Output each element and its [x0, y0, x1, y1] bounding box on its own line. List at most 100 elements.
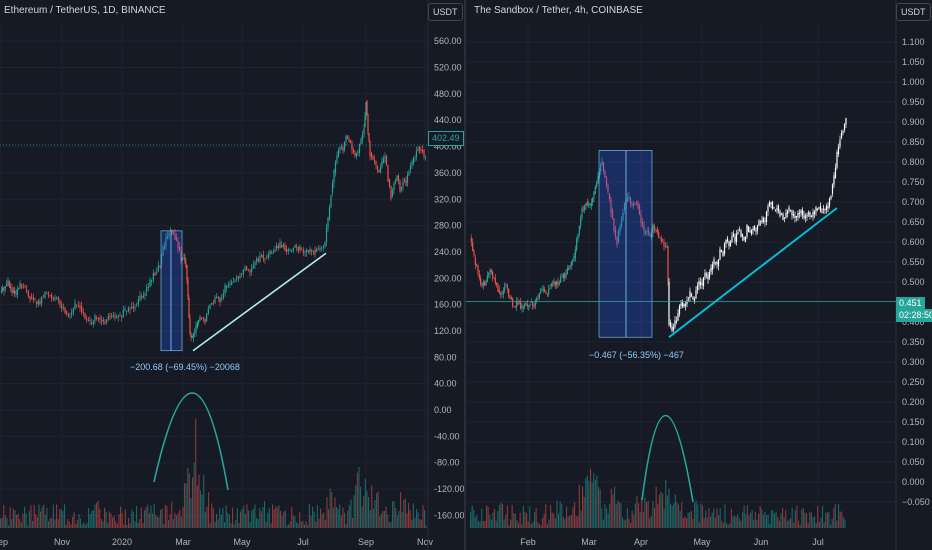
- candle-body: [201, 317, 203, 319]
- volume-bar: [798, 520, 800, 528]
- candle-body: [701, 283, 703, 285]
- candle-body: [224, 285, 226, 294]
- volume-bar: [169, 514, 171, 528]
- candle-body: [714, 262, 717, 263]
- volume-bar: [236, 507, 238, 528]
- volume-bar: [128, 518, 130, 528]
- candle-body: [214, 297, 216, 304]
- volume-bar: [376, 493, 378, 528]
- ethereum-chart[interactable]: 560.00 520.00 480.00 440.00 400.00 360.00 320.…: [0, 0, 464, 550]
- volume-bar: [823, 522, 825, 528]
- candle-body: [586, 202, 588, 206]
- volume-bar: [572, 507, 574, 528]
- candle-body: [686, 300, 688, 305]
- volume-bar: [506, 505, 508, 528]
- currency-button[interactable]: USDT: [428, 3, 463, 21]
- candle-body: [29, 296, 31, 300]
- candle-body: [525, 302, 527, 305]
- candle-body: [576, 239, 578, 250]
- volume-bar: [225, 505, 227, 528]
- volume-bar: [734, 515, 736, 528]
- measure-label: −200.68 (−69.45%) −20068: [130, 362, 240, 372]
- candle-body: [62, 307, 64, 309]
- candle-body: [750, 230, 753, 234]
- volume-bar: [131, 509, 133, 528]
- candle-body: [421, 149, 424, 151]
- candle-body: [505, 284, 507, 287]
- ethereum-chart-panel[interactable]: 560.00 520.00 480.00 440.00 400.00 360.00 320.…: [0, 0, 464, 550]
- candle-body: [196, 322, 198, 328]
- volume-bar: [321, 514, 323, 528]
- volume-bar: [185, 483, 187, 528]
- volume-bar: [834, 504, 836, 528]
- candle-body: [640, 214, 642, 224]
- sandbox-chart-panel[interactable]: 1.100 1.050 1.000 0.950 0.900 0.850 0.800 0.750…: [466, 0, 932, 550]
- x-tick-label: Mar: [581, 537, 597, 547]
- volume-bar: [638, 503, 640, 528]
- candle-body: [365, 102, 367, 116]
- sandbox-chart[interactable]: 1.100 1.050 1.000 0.950 0.900 0.850 0.800 0.750…: [466, 0, 932, 550]
- candle-body: [247, 270, 249, 271]
- candle-body: [521, 306, 523, 309]
- y-tick-label: 0.650: [902, 217, 925, 227]
- volume-bar: [594, 479, 596, 528]
- volume-bar: [9, 506, 11, 528]
- candle-body: [666, 245, 668, 247]
- candle-body: [159, 265, 161, 267]
- volume-bar: [17, 513, 19, 528]
- volume-bar: [670, 503, 672, 528]
- candle-body: [741, 234, 744, 238]
- volume-bar: [52, 504, 54, 528]
- volume-bar: [732, 516, 734, 528]
- candle-body: [613, 218, 615, 232]
- y-tick-label: 0.550: [902, 257, 925, 267]
- candle-body: [334, 162, 337, 173]
- candle-body: [725, 239, 727, 244]
- candle-body: [720, 250, 723, 252]
- candle-body: [330, 195, 332, 208]
- candle-body: [202, 318, 204, 319]
- volume-bar: [198, 474, 200, 528]
- volume-bar: [490, 519, 492, 528]
- candle-body: [343, 141, 346, 150]
- volume-bar: [622, 517, 624, 528]
- volume-bar: [562, 517, 564, 528]
- volume-bar: [535, 507, 537, 528]
- volume-bar: [636, 495, 638, 528]
- currency-button[interactable]: USDT: [896, 3, 931, 21]
- volume-bar: [522, 505, 524, 528]
- volume-bar: [123, 524, 125, 528]
- volume-bar: [326, 497, 328, 528]
- volume-bar: [564, 518, 566, 528]
- x-tick-label: Feb: [520, 537, 536, 547]
- volume-bar: [408, 502, 410, 528]
- volume-bar: [150, 505, 152, 528]
- candle-body: [337, 150, 340, 157]
- volume-bar: [620, 503, 622, 528]
- y-tick-label: 280.00: [434, 221, 462, 231]
- candle-body: [481, 284, 483, 286]
- candle-body: [259, 256, 261, 262]
- candle-body: [728, 241, 730, 247]
- volume-bar: [120, 506, 122, 528]
- volume-bar: [92, 510, 94, 528]
- y-tick-label: -80.00: [434, 458, 460, 468]
- volume-bar: [73, 512, 75, 528]
- y-tick-label: 0.850: [902, 137, 925, 147]
- volume-bar: [658, 494, 660, 528]
- volume-bar: [590, 469, 592, 528]
- y-tick-label: 0.300: [902, 357, 925, 367]
- candle-body: [588, 204, 590, 206]
- candle-body: [369, 140, 371, 156]
- candle-body: [767, 206, 769, 212]
- volume-bar: [390, 521, 392, 528]
- candle-body: [680, 303, 682, 306]
- candle-body: [162, 247, 164, 256]
- candle-body: [758, 220, 760, 226]
- volume-bar: [681, 502, 683, 528]
- candle-body: [746, 224, 748, 237]
- volume-bar: [524, 512, 526, 528]
- volume-bar: [187, 467, 189, 528]
- volume-bar: [44, 514, 46, 528]
- candle-body: [189, 317, 191, 334]
